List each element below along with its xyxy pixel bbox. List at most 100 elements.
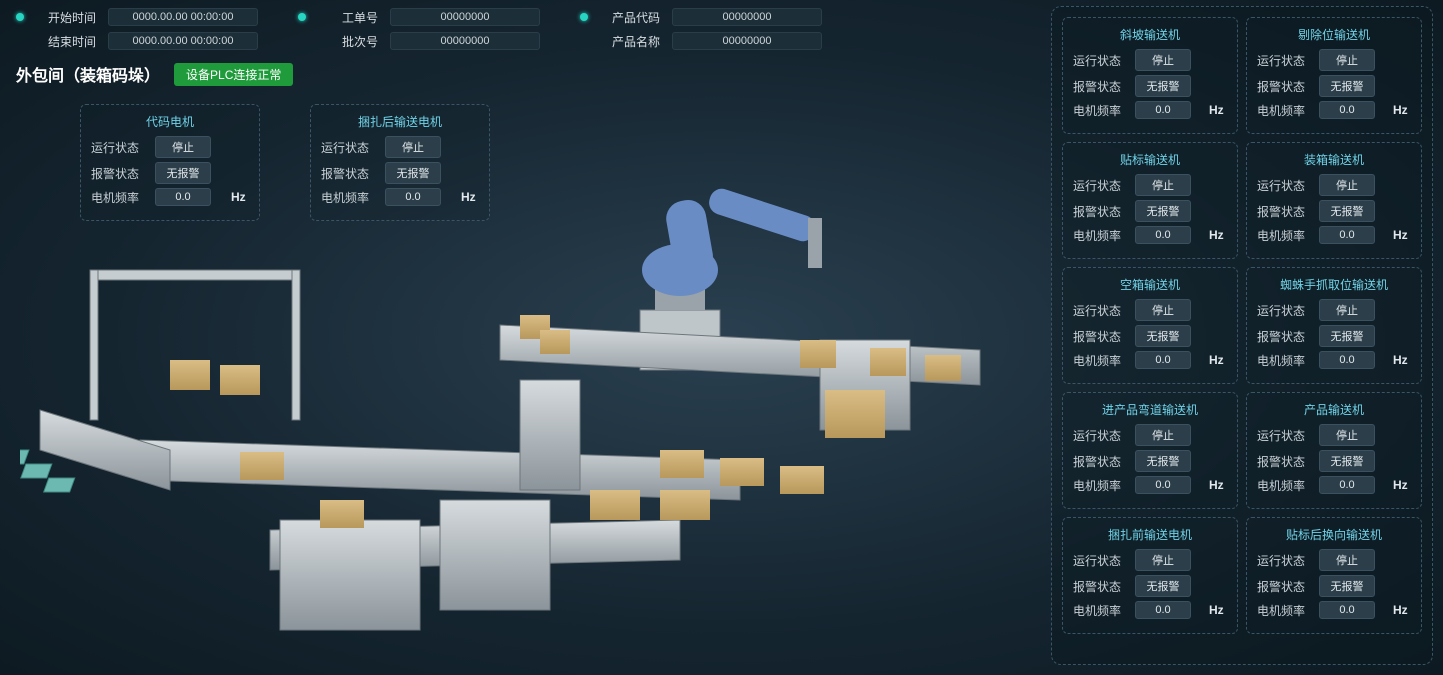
unit-hz: Hz [1209,228,1227,242]
label: 报警状态 [321,165,369,182]
row-run: 运行状态停止 [1257,549,1411,571]
row-alarm: 报警状态无报警 [1073,575,1227,597]
row-alarm: 报警状态无报警 [1257,450,1411,472]
indicator-dot [298,13,306,21]
row-run: 运行状态停止 [1257,299,1411,321]
alarm-value: 无报警 [1319,200,1375,222]
row-run: 运行状态停止 [1073,49,1227,71]
row-run: 运行状态 停止 [321,136,479,158]
label: 报警状态 [91,165,139,182]
card-title: 剔除位输送机 [1257,26,1411,43]
card-5: 蜘蛛手抓取位输送机运行状态停止报警状态无报警电机频率0.0Hz [1246,267,1422,384]
row-run: 运行状态停止 [1257,424,1411,446]
card-title: 蜘蛛手抓取位输送机 [1257,276,1411,293]
label: 电机频率 [1257,102,1305,119]
alarm-value: 无报警 [1135,450,1191,472]
value: 0000.00.00 00:00:00 [108,32,258,50]
row-freq: 电机频率 0.0 Hz [91,188,249,206]
row-run: 运行状态停止 [1073,174,1227,196]
label: 运行状态 [1257,302,1305,319]
label: 运行状态 [1073,427,1121,444]
card-title: 贴标后换向输送机 [1257,526,1411,543]
robot-arm-icon [640,186,822,370]
alarm-value: 无报警 [1319,575,1375,597]
run-value: 停止 [385,136,441,158]
run-value: 停止 [1319,424,1375,446]
run-value: 停止 [1319,299,1375,321]
floating-cards: 代码电机 运行状态 停止 报警状态 无报警 电机频率 0.0 Hz 捆扎后输送电… [80,104,490,221]
row-run: 运行状态停止 [1073,549,1227,571]
row-alarm: 报警状态无报警 [1257,325,1411,347]
label: 运行状态 [1073,302,1121,319]
row-run: 运行状态停止 [1257,49,1411,71]
header-row-1: 开始时间 0000.00.00 00:00:00 工单号 00000000 产品… [16,8,1043,26]
alarm-value: 无报警 [1319,325,1375,347]
card-0: 斜坡输送机运行状态停止报警状态无报警电机频率0.0Hz [1062,17,1238,134]
alarm-value: 无报警 [385,162,441,184]
unit-hz: Hz [231,190,249,204]
value: 0000.00.00 00:00:00 [108,8,258,26]
value: 00000000 [390,32,540,50]
row-run: 运行状态停止 [1257,174,1411,196]
label: 运行状态 [1257,427,1305,444]
row-freq: 电机频率0.0Hz [1257,601,1411,619]
indicator-dot [16,13,24,21]
card-9: 贴标后换向输送机运行状态停止报警状态无报警电机频率0.0Hz [1246,517,1422,634]
label: 运行状态 [1073,552,1121,569]
label: 运行状态 [321,139,369,156]
label: 电机频率 [1073,477,1121,494]
label: 运行状态 [1257,177,1305,194]
freq-value: 0.0 [1135,601,1191,619]
row-alarm: 报警状态无报警 [1257,75,1411,97]
row-alarm: 报警状态无报警 [1257,200,1411,222]
run-value: 停止 [155,136,211,158]
card-title: 捆扎前输送电机 [1073,526,1227,543]
field-prod-name: 产品名称 00000000 [580,32,822,50]
card-2: 贴标输送机运行状态停止报警状态无报警电机频率0.0Hz [1062,142,1238,259]
row-alarm: 报警状态无报警 [1073,200,1227,222]
run-value: 停止 [1319,174,1375,196]
card-bundle-rear-motor: 捆扎后输送电机 运行状态 停止 报警状态 无报警 电机频率 0.0 Hz [310,104,490,221]
freq-value: 0.0 [1135,351,1191,369]
unit-hz: Hz [1393,353,1411,367]
row-freq: 电机频率0.0Hz [1073,101,1227,119]
header-row-2: 结束时间 0000.00.00 00:00:00 批次号 00000000 产品… [16,32,1043,50]
field-prod-code: 产品代码 00000000 [580,8,822,26]
freq-value: 0.0 [155,188,211,206]
card-title: 产品输送机 [1257,401,1411,418]
card-1: 剔除位输送机运行状态停止报警状态无报警电机频率0.0Hz [1246,17,1422,134]
row-freq: 电机频率0.0Hz [1073,476,1227,494]
run-value: 停止 [1135,299,1191,321]
title-row: 外包间（装箱码垛） 设备PLC连接正常 [16,62,293,86]
unit-hz: Hz [1209,353,1227,367]
unit-hz: Hz [1209,603,1227,617]
label: 电机频率 [91,189,139,206]
field-start-time: 开始时间 0000.00.00 00:00:00 [16,8,258,26]
card-title: 捆扎后输送电机 [321,113,479,130]
row-run: 运行状态停止 [1073,299,1227,321]
label: 运行状态 [1257,52,1305,69]
row-alarm: 报警状态无报警 [1073,75,1227,97]
run-value: 停止 [1135,424,1191,446]
card-title: 斜坡输送机 [1073,26,1227,43]
row-freq: 电机频率0.0Hz [1257,101,1411,119]
right-status-panel: 斜坡输送机运行状态停止报警状态无报警电机频率0.0Hz剔除位输送机运行状态停止报… [1051,6,1433,665]
card-6: 进产品弯道输送机运行状态停止报警状态无报警电机频率0.0Hz [1062,392,1238,509]
spacer [16,37,24,45]
value: 00000000 [390,8,540,26]
label: 报警状态 [1073,453,1121,470]
freq-value: 0.0 [1319,226,1375,244]
label: 电机频率 [321,189,369,206]
label: 电机频率 [1073,227,1121,244]
freq-value: 0.0 [1319,601,1375,619]
alarm-value: 无报警 [1135,575,1191,597]
row-alarm: 报警状态无报警 [1257,575,1411,597]
row-alarm: 报警状态 无报警 [91,162,249,184]
card-code-motor: 代码电机 运行状态 停止 报警状态 无报警 电机频率 0.0 Hz [80,104,260,221]
row-freq: 电机频率0.0Hz [1257,351,1411,369]
card-title: 空箱输送机 [1073,276,1227,293]
unit-hz: Hz [1393,103,1411,117]
label: 结束时间 [36,33,96,50]
alarm-value: 无报警 [1135,325,1191,347]
card-3: 装箱输送机运行状态停止报警状态无报警电机频率0.0Hz [1246,142,1422,259]
